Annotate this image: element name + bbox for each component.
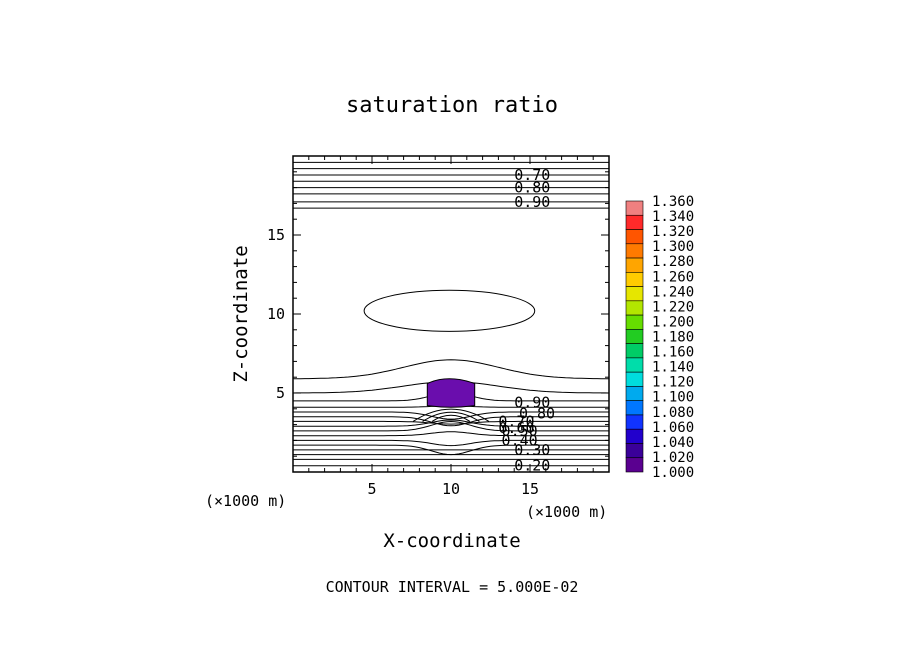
contour-interval-footer: CONTOUR INTERVAL = 5.000E-02 <box>326 578 579 596</box>
contour-line-lower <box>293 439 609 447</box>
colorbar-label: 1.320 <box>652 224 694 240</box>
colorbar-label: 1.280 <box>652 254 694 270</box>
x-tick-label: 10 <box>442 480 460 498</box>
shaded-cloud <box>426 378 476 408</box>
x-unit-label: (×1000 m) <box>205 492 286 510</box>
colorbar-swatch <box>625 243 644 259</box>
contour-arc <box>431 414 471 422</box>
colorbar-swatch <box>625 386 644 401</box>
colorbar-label: 1.300 <box>652 239 694 255</box>
colorbar-label: 1.240 <box>652 284 694 300</box>
contour-label: 0.20 <box>514 457 550 475</box>
colorbar-label: 1.260 <box>652 269 694 285</box>
colorbar-label: 1.000 <box>652 465 694 481</box>
colorbar-swatch <box>625 428 644 444</box>
colorbar-label: 1.120 <box>652 375 694 391</box>
contour-label: 0.80 <box>519 405 555 423</box>
colorbar-label: 1.200 <box>652 314 694 330</box>
contour-label: 0.90 <box>514 393 550 411</box>
contour-label: 0.50 <box>502 422 538 440</box>
colorbar-swatch <box>625 214 644 230</box>
contour-label: 0.70 <box>514 166 550 184</box>
contour-arc <box>412 408 490 422</box>
colorbar-label: 1.100 <box>652 390 694 406</box>
z-unit-label: (×1000 m) <box>526 503 607 521</box>
colorbar-swatch <box>625 272 644 287</box>
chart-title: saturation ratio <box>346 93 558 118</box>
colorbar-label: 1.220 <box>652 299 694 315</box>
contour-labels: 0.700.800.900.900.800.700.600.500.400.30… <box>498 166 555 475</box>
colorbar: 1.3601.3401.3201.3001.2801.2601.2401.220… <box>625 194 694 481</box>
contour-line-lower <box>293 411 609 420</box>
colorbar-label: 1.060 <box>652 420 694 436</box>
contour-line-lower <box>293 419 609 427</box>
x-tick-label: 15 <box>521 480 539 498</box>
contour-label: 0.70 <box>498 412 534 430</box>
contour-line-lower <box>293 416 609 427</box>
colorbar-swatch <box>625 314 644 330</box>
colorbar-swatch <box>625 329 644 344</box>
contour-label: 0.90 <box>514 193 550 211</box>
colorbar-label: 1.340 <box>652 209 694 225</box>
axis-ticks: 5 10 15 5 10 15 <box>267 156 609 498</box>
colorbar-label: 1.160 <box>652 345 694 361</box>
colorbar-swatch <box>625 200 644 216</box>
colorbar-label: 1.080 <box>652 405 694 421</box>
colorbar-swatch <box>625 457 644 473</box>
contour-line-lower <box>293 431 609 437</box>
contour-label: 0.60 <box>498 419 534 437</box>
x-tick-label: 5 <box>367 480 376 498</box>
colorbar-label: 1.040 <box>652 435 694 451</box>
colorbar-swatch <box>625 300 644 316</box>
y-tick-label: 15 <box>267 226 285 244</box>
contour-lines <box>292 161 610 467</box>
shaded-region <box>426 378 476 408</box>
colorbar-swatch <box>625 443 644 459</box>
contour-line-lower <box>293 420 609 432</box>
colorbar-swatch <box>625 400 644 416</box>
y-axis-label: Z-coordinate <box>230 245 252 382</box>
y-tick-label: 10 <box>267 305 285 323</box>
colorbar-swatch <box>625 343 644 359</box>
colorbar-label: 1.020 <box>652 450 694 466</box>
colorbar-swatch <box>625 229 644 245</box>
colorbar-swatch <box>625 357 644 373</box>
colorbar-label: 1.140 <box>652 360 694 376</box>
contour-label: 0.30 <box>514 441 550 459</box>
contour-line-lower <box>293 359 609 380</box>
x-axis-label: X-coordinate <box>383 530 520 552</box>
colorbar-swatch <box>625 257 644 273</box>
colorbar-swatch <box>625 286 644 302</box>
contour-label: 0.80 <box>514 179 550 197</box>
contour-line-lower <box>293 420 609 425</box>
contour-label: 0.40 <box>502 431 538 449</box>
y-tick-label: 5 <box>276 384 285 402</box>
colorbar-label: 1.180 <box>652 330 694 346</box>
colorbar-label: 1.360 <box>652 194 694 210</box>
contour-ellipse <box>363 289 536 332</box>
colorbar-swatch <box>625 414 644 430</box>
colorbar-swatch <box>625 371 644 387</box>
contour-arc <box>422 411 480 422</box>
